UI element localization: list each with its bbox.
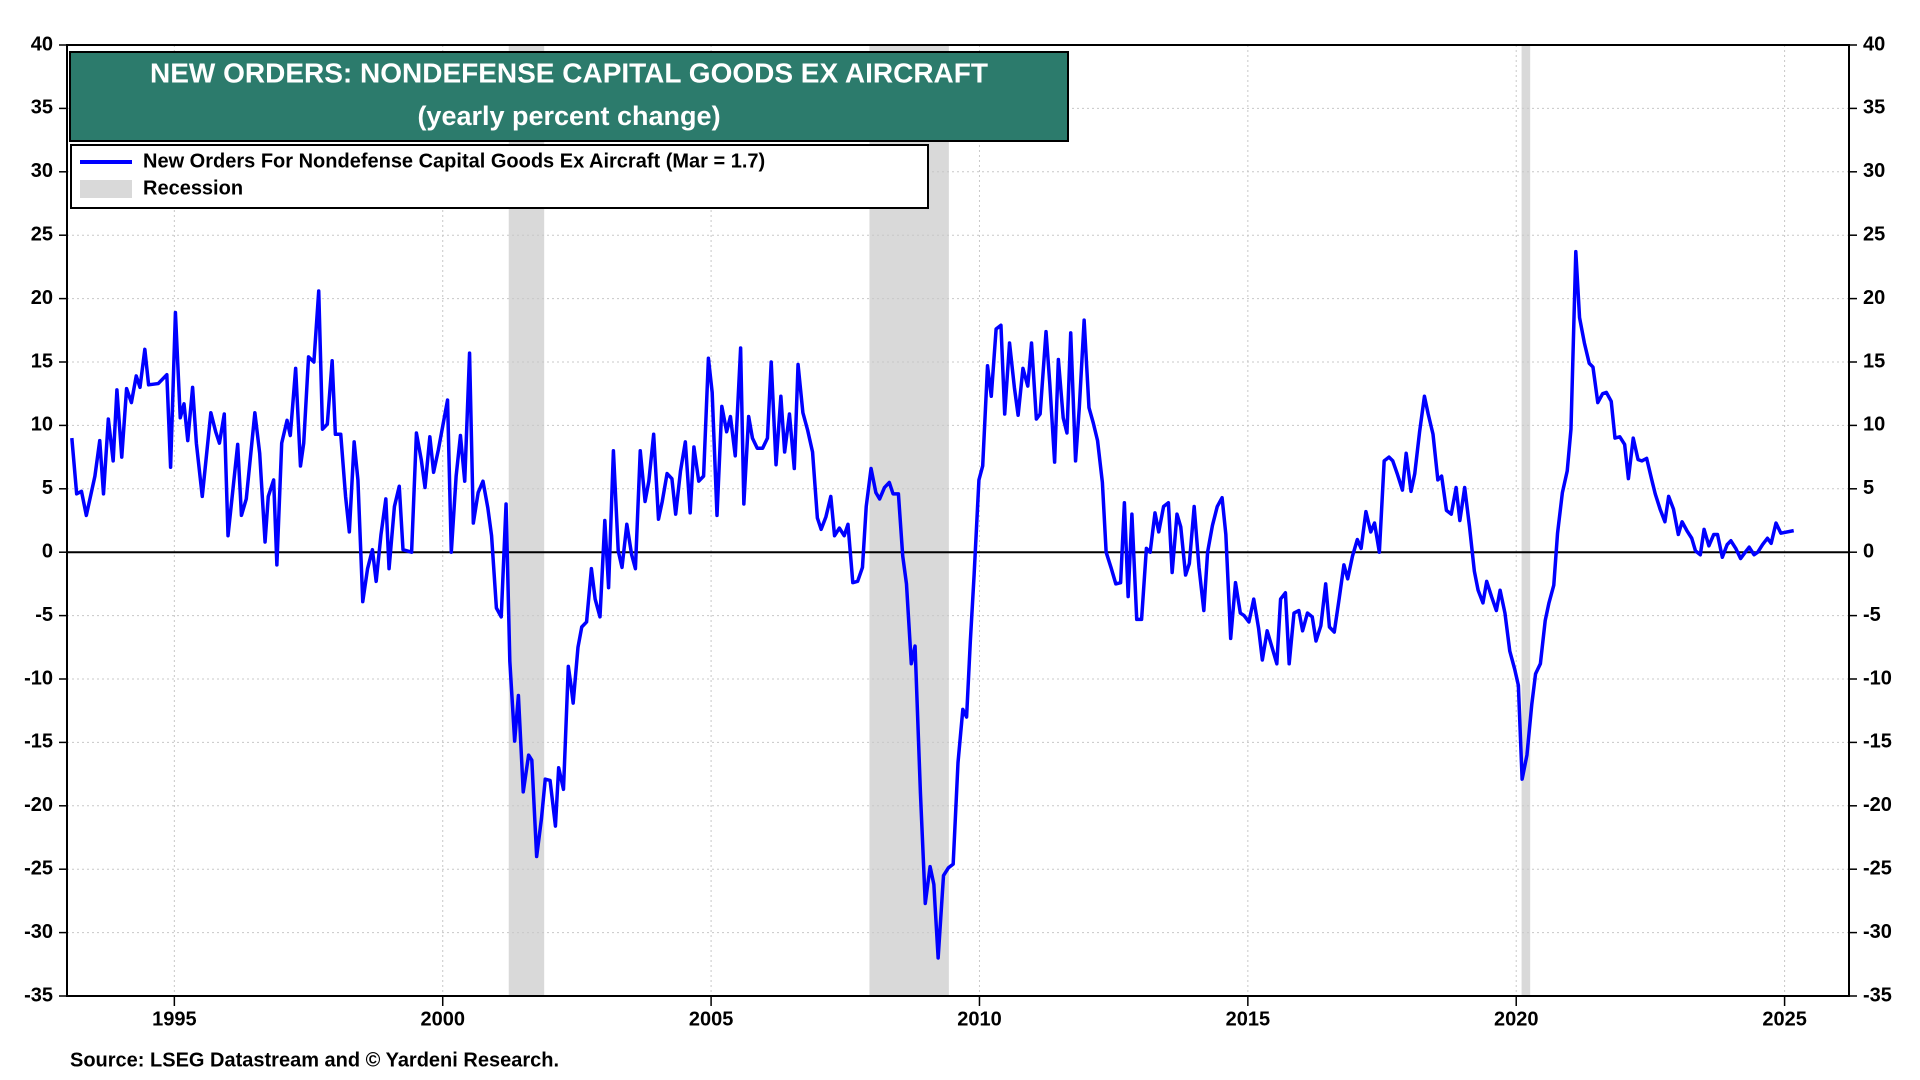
legend-label: Recession (143, 177, 243, 199)
y-tick-label: 35 (31, 97, 53, 119)
y-tick-label: -15 (24, 731, 53, 753)
y-tick-label: 25 (31, 223, 53, 245)
y2-tick-label: -5 (1863, 604, 1881, 626)
x-tick-label: 1995 (152, 1008, 197, 1030)
chart-subtitle: (yearly percent change) (417, 101, 720, 131)
x-tick-label: 2005 (689, 1008, 734, 1030)
x-tick-label: 2015 (1226, 1008, 1271, 1030)
y-tick-label: 40 (31, 33, 53, 55)
line-layer (67, 249, 1849, 960)
axis-layer: -35 -35 -30 -30 -25 -25 -20 -20 -15 -15 -10 -10 -5 -5… (24, 33, 1892, 1030)
recession-band (1521, 45, 1531, 996)
y2-tick-label: -25 (1863, 857, 1892, 879)
legend-label: New Orders For Nondefense Capital Goods … (143, 150, 765, 172)
y-tick-label: -10 (24, 667, 53, 689)
y2-tick-label: 15 (1863, 350, 1885, 372)
y-tick-label: 5 (42, 477, 53, 499)
y2-tick-label: 25 (1863, 223, 1885, 245)
y2-tick-label: 20 (1863, 287, 1885, 309)
y2-tick-label: -15 (1863, 731, 1892, 753)
y-tick-label: 10 (31, 414, 53, 436)
y-tick-label: 30 (31, 160, 53, 182)
x-tick-label: 2020 (1494, 1008, 1539, 1030)
source-note: Source: LSEG Datastream and © Yardeni Re… (70, 1049, 559, 1071)
y-tick-label: 0 (42, 540, 53, 562)
y2-tick-label: -20 (1863, 794, 1892, 816)
x-tick-label: 2025 (1762, 1008, 1807, 1030)
y2-tick-label: -30 (1863, 921, 1892, 943)
y-tick-label: -30 (24, 921, 53, 943)
x-tick-label: 2010 (957, 1008, 1002, 1030)
y2-tick-label: 5 (1863, 477, 1874, 499)
y2-tick-label: 30 (1863, 160, 1885, 182)
y2-tick-label: 40 (1863, 33, 1885, 55)
y-tick-label: 20 (31, 287, 53, 309)
y2-tick-label: -35 (1863, 984, 1892, 1006)
legend-box (70, 144, 929, 209)
y2-tick-label: 0 (1863, 540, 1874, 562)
y2-tick-label: 10 (1863, 414, 1885, 436)
chart-title: NEW ORDERS: NONDEFENSE CAPITAL GOODS EX … (150, 57, 988, 88)
legend-recession-swatch (80, 180, 132, 198)
y2-tick-label: 35 (1863, 97, 1885, 119)
y-tick-label: -25 (24, 857, 53, 879)
y-tick-label: -35 (24, 984, 53, 1006)
y-tick-label: -20 (24, 794, 53, 816)
plot-frame (66, 44, 1850, 997)
title-box (69, 51, 1069, 142)
y2-tick-label: -10 (1863, 667, 1892, 689)
y-tick-label: -5 (35, 604, 53, 626)
x-tick-label: 2000 (420, 1008, 465, 1030)
series-line (70, 249, 1795, 960)
y-tick-label: 15 (31, 350, 53, 372)
